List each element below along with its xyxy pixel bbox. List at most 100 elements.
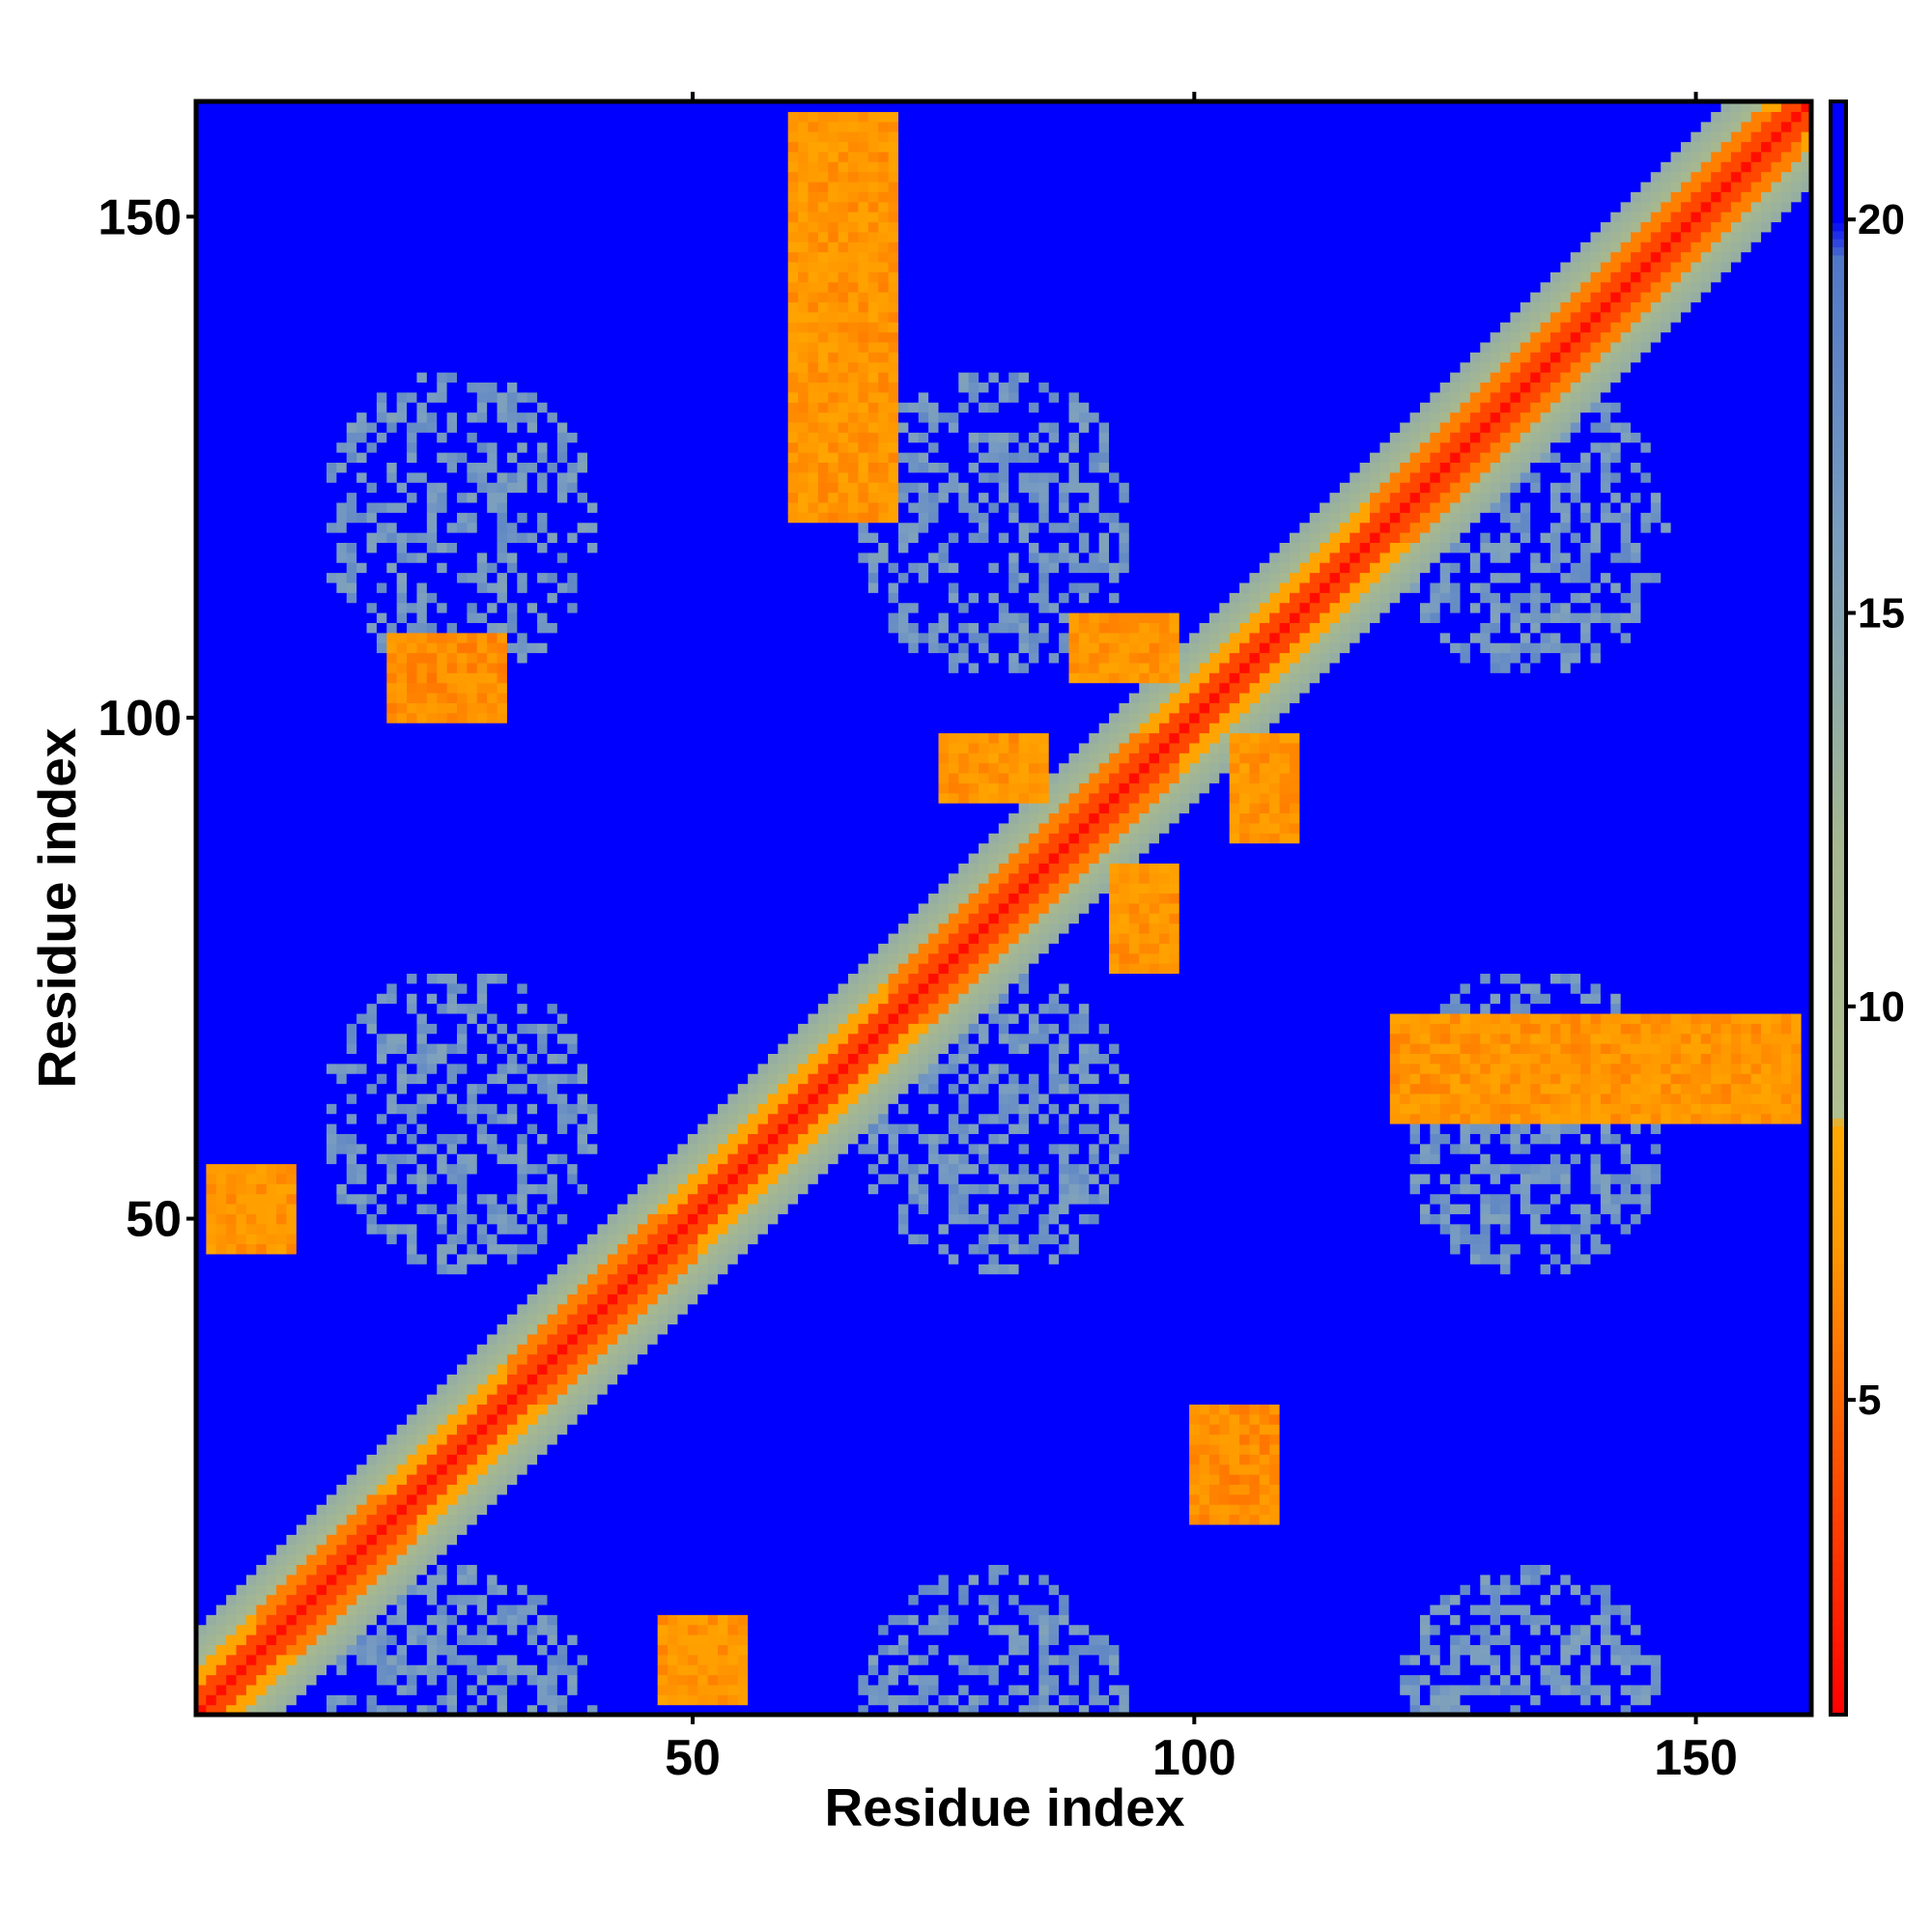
heatmap-cell: [237, 182, 247, 192]
heatmap-cell: [327, 512, 337, 523]
heatmap-cell: [226, 702, 237, 713]
heatmap-cell: [256, 1354, 267, 1365]
heatmap-cell: [386, 1304, 397, 1315]
heatmap-cell: [267, 1374, 277, 1384]
heatmap-cell: [306, 1304, 317, 1315]
heatmap-cell: [267, 212, 277, 222]
heatmap-cell: [216, 342, 227, 353]
heatmap-cell: [246, 1164, 257, 1175]
heatmap-cell: [297, 1103, 307, 1114]
heatmap-cell: [267, 392, 277, 403]
heatmap-cell: [297, 493, 307, 503]
heatmap-cell: [276, 1464, 287, 1475]
heatmap-cell: [256, 1374, 267, 1384]
heatmap-cell: [347, 1534, 357, 1545]
heatmap-cell: [317, 1103, 327, 1114]
heatmap-cell: [206, 412, 216, 423]
heatmap-cell: [286, 823, 297, 834]
heatmap-cell: [367, 1545, 378, 1555]
heatmap-cell: [286, 452, 297, 463]
heatmap-cell: [397, 392, 408, 403]
heatmap-cell: [356, 923, 367, 934]
heatmap-cell: [216, 452, 227, 463]
heatmap-cell: [377, 152, 387, 162]
heatmap-cell: [267, 653, 277, 664]
heatmap-cell: [206, 562, 216, 573]
heatmap-cell: [327, 993, 337, 1004]
heatmap-cell: [317, 1133, 327, 1144]
heatmap-cell: [216, 1094, 227, 1104]
heatmap-cell: [206, 542, 216, 553]
heatmap-cell: [377, 282, 387, 293]
heatmap-cell: [297, 432, 307, 442]
heatmap-cell: [317, 553, 327, 563]
heatmap-cell: [276, 282, 287, 293]
heatmap-cell: [377, 1374, 387, 1384]
heatmap-cell: [276, 252, 287, 263]
heatmap-cell: [386, 1685, 397, 1695]
heatmap-cell: [347, 152, 357, 162]
heatmap-cell: [377, 1314, 387, 1324]
heatmap-cell: [347, 1384, 357, 1395]
heatmap-cell: [407, 763, 417, 774]
heatmap-cell: [216, 131, 227, 142]
heatmap-cell: [377, 1284, 387, 1294]
heatmap-cell: [407, 1243, 417, 1254]
heatmap-cell: [206, 732, 216, 743]
heatmap-cell: [216, 1625, 227, 1635]
heatmap-cell: [317, 332, 327, 343]
heatmap-cell: [267, 271, 277, 282]
heatmap-cell: [206, 973, 216, 983]
heatmap-cell: [226, 1053, 237, 1064]
heatmap-cell: [297, 191, 307, 202]
heatmap-cell: [216, 242, 227, 252]
heatmap-cell: [276, 502, 287, 513]
heatmap-cell: [377, 1274, 387, 1285]
heatmap-cell: [306, 1605, 317, 1615]
heatmap-cell: [286, 342, 297, 353]
heatmap-cell: [256, 1274, 267, 1285]
heatmap-cell: [216, 1694, 227, 1705]
heatmap-cell: [267, 713, 277, 724]
heatmap-cell: [237, 853, 247, 864]
heatmap-cell: [297, 242, 307, 252]
heatmap-cell: [367, 553, 378, 563]
heatmap-cell: [407, 863, 417, 873]
heatmap-cell: [356, 1364, 367, 1375]
heatmap-cell: [206, 933, 216, 944]
heatmap-cell: [246, 1554, 257, 1565]
heatmap-cell: [237, 1194, 247, 1205]
heatmap-cell: [336, 1394, 347, 1405]
heatmap-cell: [286, 1224, 297, 1235]
heatmap-cell: [367, 172, 378, 183]
heatmap-cell: [267, 853, 277, 864]
heatmap-cell: [397, 271, 408, 282]
heatmap-cell: [317, 793, 327, 804]
heatmap-cell: [297, 793, 307, 804]
heatmap-cell: [206, 1454, 216, 1464]
heatmap-cell: [256, 1164, 267, 1175]
heatmap-cell: [336, 1254, 347, 1264]
heatmap-cell: [216, 763, 227, 774]
heatmap-cell: [327, 1254, 337, 1264]
heatmap-cell: [377, 903, 387, 914]
heatmap-cell: [407, 232, 417, 242]
heatmap-cell: [206, 1053, 216, 1064]
heatmap-cell: [347, 672, 357, 683]
heatmap-cell: [286, 1123, 297, 1134]
heatmap-cell: [347, 1625, 357, 1635]
heatmap-cell: [377, 1504, 387, 1515]
heatmap-cell: [286, 532, 297, 543]
heatmap-cell: [317, 472, 327, 483]
heatmap-cell: [306, 392, 317, 403]
heatmap-cell: [327, 843, 337, 854]
heatmap-cell: [306, 843, 317, 854]
heatmap-cell: [237, 903, 247, 914]
heatmap-cell: [317, 1534, 327, 1545]
heatmap-cell: [286, 1043, 297, 1054]
heatmap-cell: [306, 863, 317, 873]
heatmap-cell: [226, 462, 237, 472]
heatmap-cell: [256, 863, 267, 873]
heatmap-cell: [407, 612, 417, 623]
heatmap-cell: [276, 232, 287, 242]
